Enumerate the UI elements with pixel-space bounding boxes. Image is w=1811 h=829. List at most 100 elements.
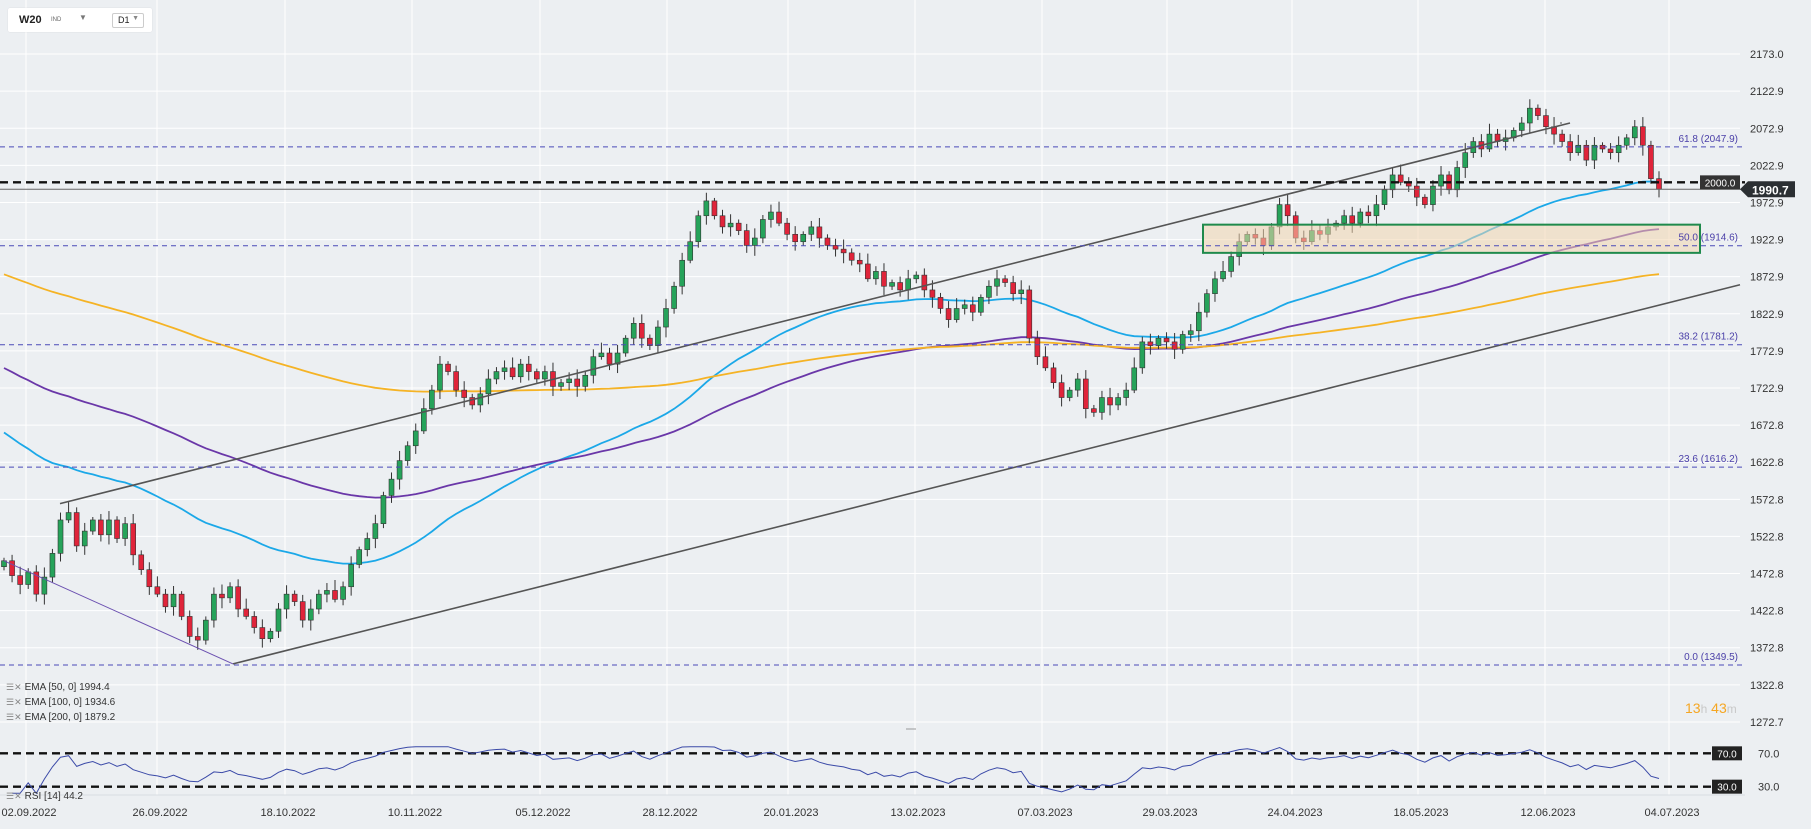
candle-body bbox=[953, 308, 960, 320]
candle-body bbox=[1220, 271, 1226, 280]
candle-body bbox=[1397, 174, 1404, 183]
x-tick-label: 28.12.2022 bbox=[642, 807, 697, 819]
candle-body bbox=[897, 282, 903, 291]
candle-body bbox=[687, 241, 694, 261]
candle-body bbox=[1042, 356, 1049, 369]
candle-body bbox=[178, 593, 185, 617]
candle-body bbox=[243, 608, 249, 617]
chevron-down-icon[interactable]: ▼ bbox=[79, 13, 87, 22]
y-tick-label: 1672.8 bbox=[1750, 420, 1784, 432]
candle-body bbox=[824, 237, 831, 246]
candle-body bbox=[299, 601, 306, 621]
candle-body bbox=[509, 367, 516, 378]
y-tick-label: 1522.8 bbox=[1750, 531, 1784, 543]
candle-body bbox=[525, 363, 532, 372]
candle-body bbox=[1591, 144, 1598, 161]
candle-body bbox=[1583, 144, 1590, 161]
candle-body bbox=[90, 519, 96, 532]
candle-body bbox=[969, 304, 976, 313]
candle-body bbox=[921, 274, 928, 291]
candle-body bbox=[1527, 107, 1533, 124]
candle-body bbox=[388, 478, 395, 496]
timer-m-unit: m bbox=[1726, 702, 1737, 716]
candle-body bbox=[404, 445, 411, 461]
rsi-level-tag bbox=[1712, 746, 1742, 761]
candle-body bbox=[1131, 367, 1138, 391]
candle-body bbox=[307, 608, 314, 621]
candle-body bbox=[170, 593, 177, 608]
candle-body bbox=[582, 374, 589, 387]
rsi-panel[interactable]: 70.0 30.0 70.0 30.0 bbox=[0, 746, 1779, 795]
settings-icon[interactable]: ☰✕ bbox=[6, 682, 22, 692]
time-axis[interactable]: 02.09.2022 26.09.2022 18.10.2022 10.11.2022… bbox=[1, 807, 1699, 819]
chevron-down-icon: ▼ bbox=[132, 15, 139, 22]
candle-body bbox=[211, 593, 217, 621]
y-tick-label: 1922.9 bbox=[1750, 235, 1784, 247]
candle-body bbox=[33, 571, 40, 595]
candle-body bbox=[485, 378, 492, 395]
candle-body bbox=[800, 233, 807, 243]
ema50-legend[interactable]: ☰✕ EMA [50, 0] 1994.4 bbox=[6, 682, 110, 693]
candle-timer: 13h 43m bbox=[1685, 700, 1737, 716]
ema100-value: 1934.6 bbox=[84, 697, 116, 708]
timer-hours: 13 bbox=[1685, 700, 1701, 716]
candle-body bbox=[98, 519, 104, 536]
candle-body bbox=[1559, 133, 1565, 142]
candle-body bbox=[679, 259, 685, 287]
candle-body bbox=[647, 337, 653, 346]
candle-body bbox=[429, 389, 435, 409]
x-tick-label: 02.09.2022 bbox=[1, 807, 56, 819]
candle-body bbox=[1623, 137, 1630, 146]
candle-body bbox=[1212, 278, 1218, 294]
ema200-legend[interactable]: ☰✕ EMA [200, 0] 1879.2 bbox=[6, 712, 115, 723]
candle-body bbox=[1002, 278, 1008, 283]
candle-body bbox=[574, 378, 580, 387]
symbol-name[interactable]: W20 bbox=[19, 14, 42, 26]
symbol-toolbar[interactable]: W20 IND ▼ D1 ▼ bbox=[8, 8, 152, 32]
settings-icon[interactable]: ☰✕ bbox=[6, 712, 22, 722]
candle-body bbox=[598, 352, 605, 358]
candle-body bbox=[1147, 341, 1154, 346]
candle-body bbox=[1034, 337, 1041, 358]
rsi-label: RSI [14] bbox=[24, 791, 61, 802]
fib-level-label: 23.6 (1616.2) bbox=[1679, 454, 1739, 465]
candle-body bbox=[1648, 144, 1654, 179]
y-tick-label: 1422.8 bbox=[1750, 606, 1784, 618]
candle-body bbox=[808, 226, 815, 235]
candle-body bbox=[1276, 204, 1283, 228]
candle-body bbox=[1091, 408, 1097, 413]
candle-body bbox=[1454, 167, 1460, 191]
y-tick-label: 1872.9 bbox=[1750, 272, 1784, 284]
fibonacci-levels: 61.8 (2047.9) 50.0 (1914.6) 38.2 (1781.2) 2… bbox=[0, 134, 1745, 666]
candle-body bbox=[501, 367, 508, 372]
x-tick-label: 13.02.2023 bbox=[890, 807, 945, 819]
settings-icon[interactable]: ☰✕ bbox=[6, 791, 22, 801]
candle-body bbox=[1204, 293, 1210, 313]
ema100-legend[interactable]: ☰✕ EMA [100, 0] 1934.6 bbox=[6, 697, 115, 708]
candle-body bbox=[606, 352, 613, 365]
y-tick-label: 1322.8 bbox=[1750, 680, 1784, 692]
candle-body bbox=[1341, 215, 1347, 224]
candle-body bbox=[719, 215, 726, 228]
candle-body bbox=[1115, 397, 1121, 406]
rsi-legend[interactable]: ☰✕ RSI [14] 44.2 bbox=[6, 791, 83, 802]
x-tick-label: 18.10.2022 bbox=[260, 807, 315, 819]
candle-body bbox=[1486, 133, 1493, 150]
price-axis[interactable]: 2173.0 2122.9 2072.9 2022.9 1972.9 1922.9 1872… bbox=[1700, 49, 1795, 729]
candle-body bbox=[1187, 330, 1194, 335]
candle-body bbox=[364, 538, 371, 550]
drawing-overlays bbox=[0, 122, 1745, 730]
timeframe-select[interactable]: D1 ▼ bbox=[112, 13, 144, 28]
candle-body bbox=[768, 211, 774, 220]
candle-body bbox=[235, 586, 241, 610]
y-tick-label: 1822.9 bbox=[1750, 309, 1784, 321]
candle-body bbox=[1518, 122, 1525, 131]
settings-icon[interactable]: ☰✕ bbox=[6, 697, 22, 707]
candle-body bbox=[945, 308, 952, 320]
candle-body bbox=[146, 569, 153, 588]
candle-body bbox=[671, 285, 677, 309]
x-tick-label: 24.04.2023 bbox=[1267, 807, 1322, 819]
candle-body bbox=[114, 519, 120, 539]
